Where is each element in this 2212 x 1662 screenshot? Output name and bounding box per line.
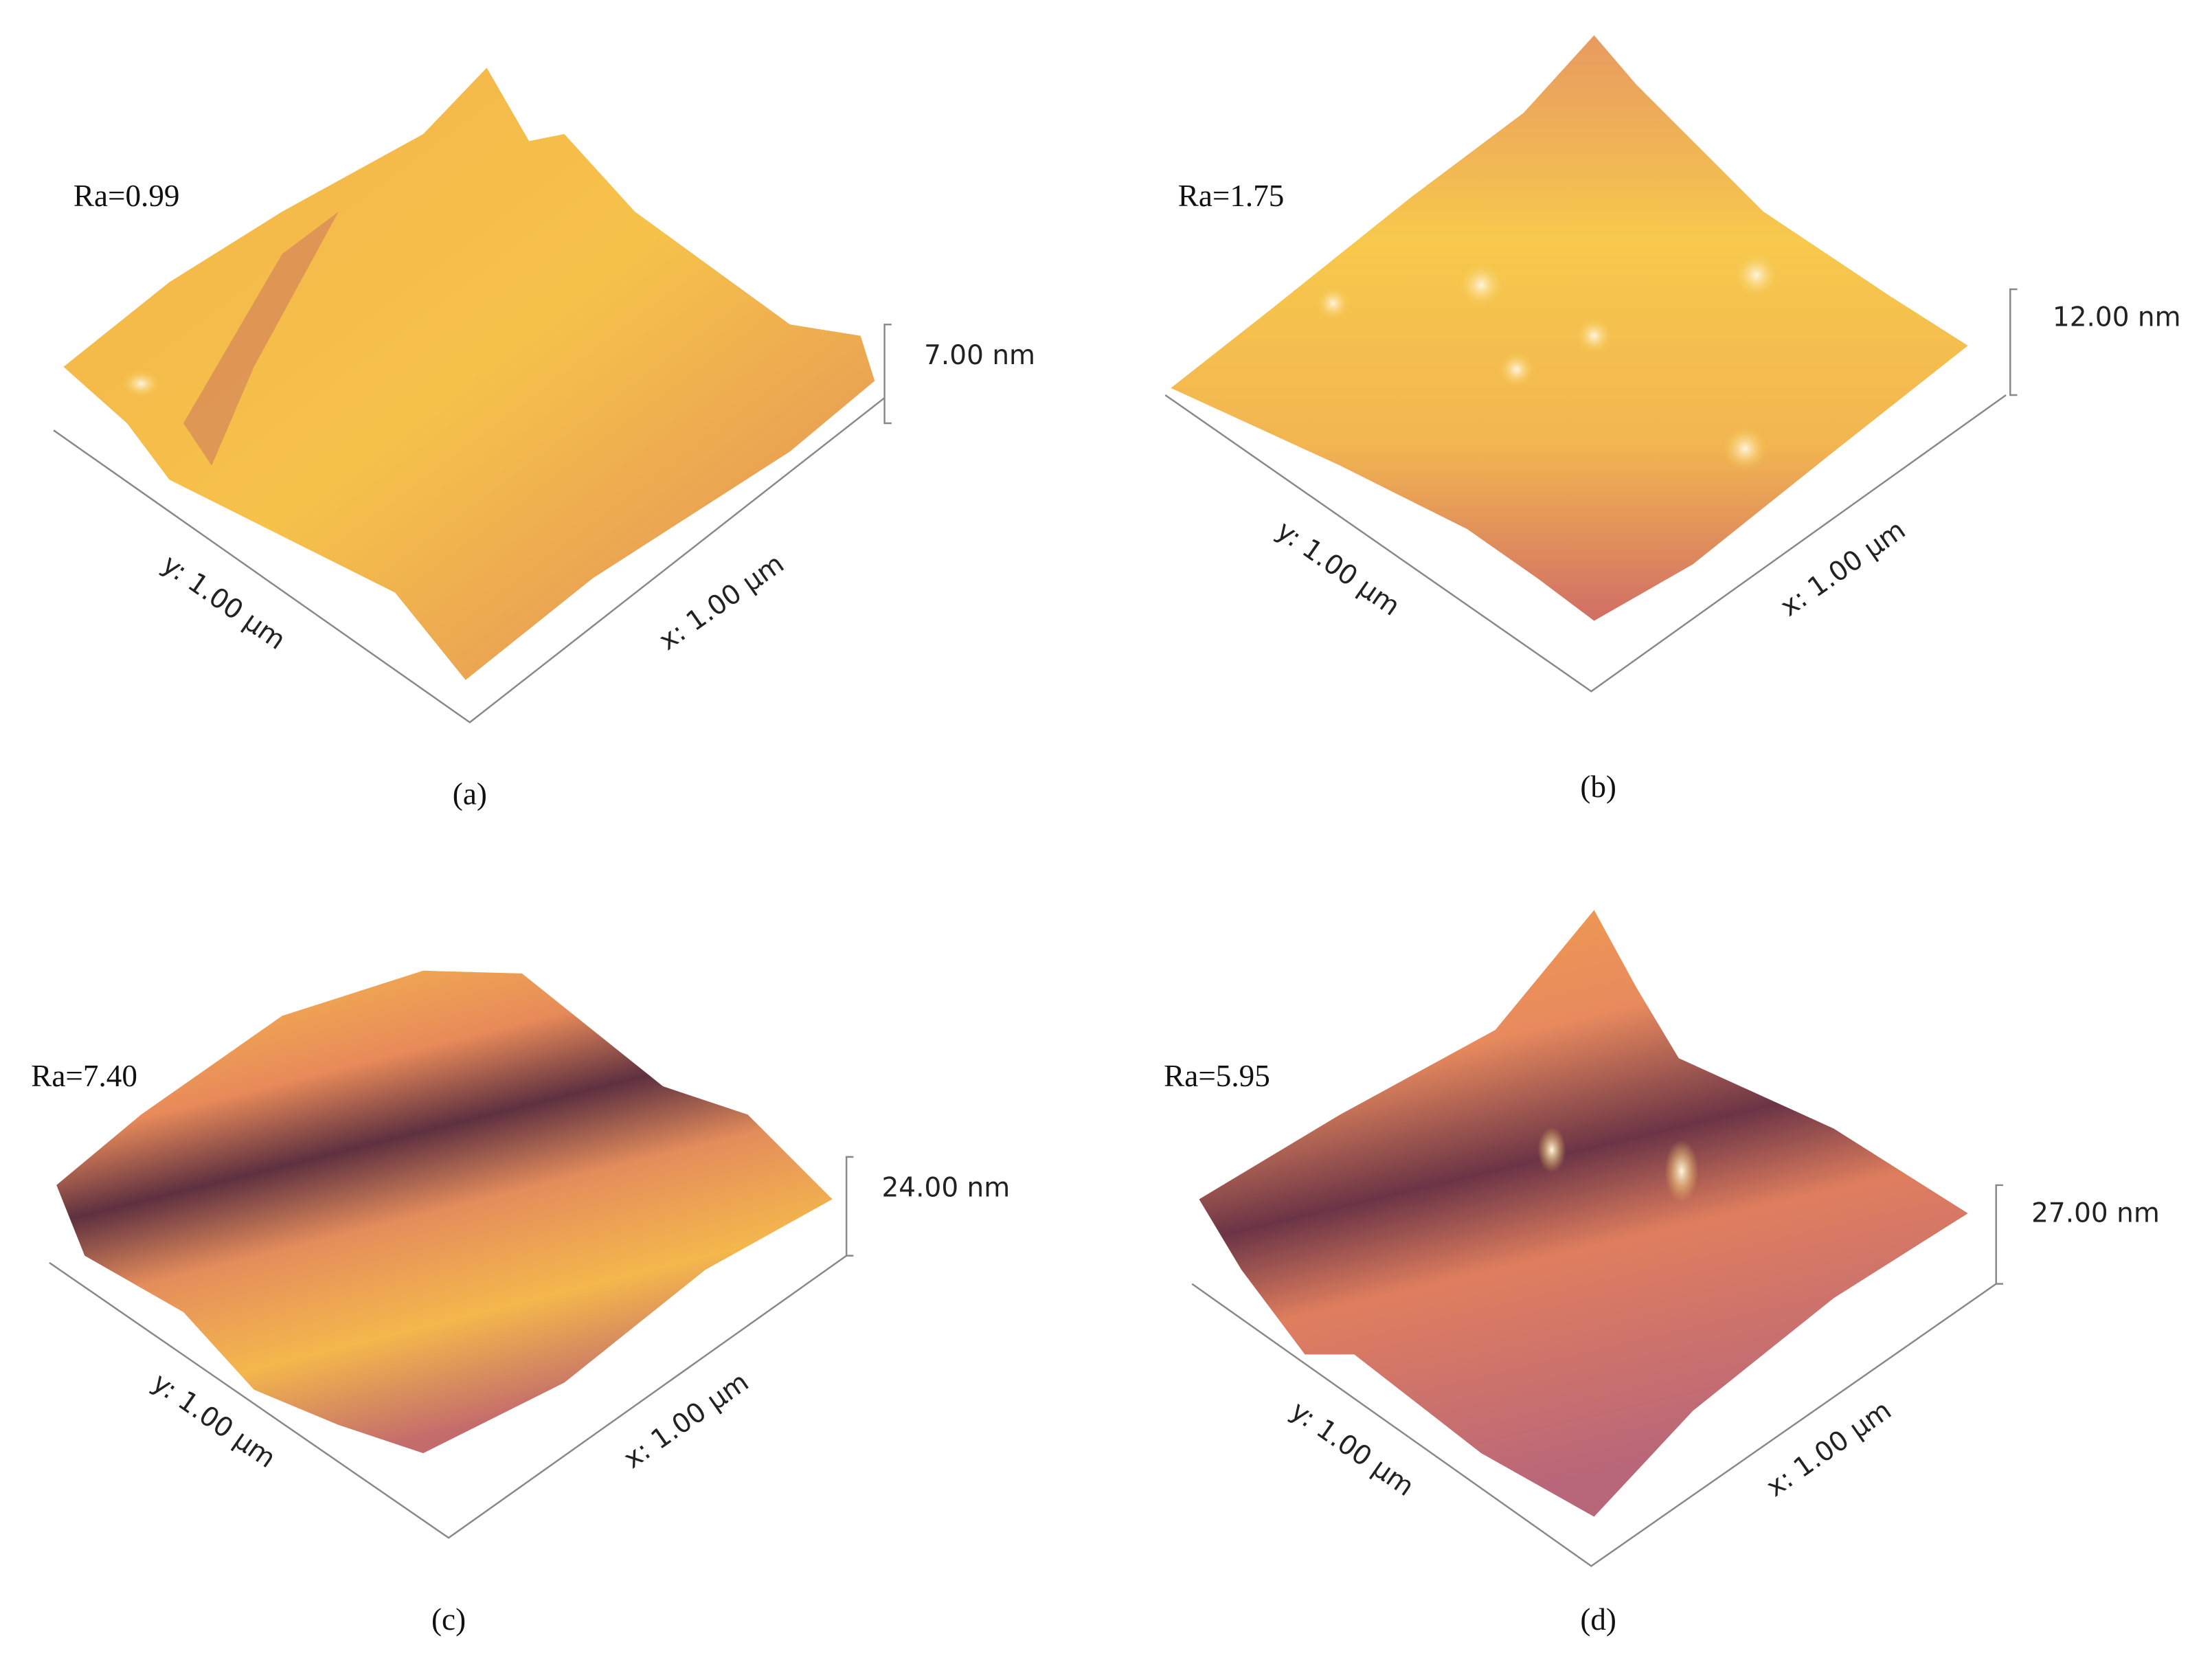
bump <box>1575 317 1613 355</box>
z-axis <box>845 1156 854 1257</box>
z-label: 12.00 nm <box>2053 302 2181 333</box>
panel-b: Ra=1.75 12.00 nm y: 1.00 µm x: 1.00 µm (… <box>1164 35 2181 804</box>
surface-shade <box>183 212 339 466</box>
x-label: x: 1.00 µm <box>1761 1395 1897 1503</box>
axis <box>53 397 885 723</box>
z-axis <box>2009 288 2018 396</box>
bump <box>1498 351 1535 388</box>
surface <box>63 67 875 680</box>
bump <box>1537 1127 1566 1173</box>
bump <box>1733 252 1779 298</box>
surface <box>56 970 833 1454</box>
caption: (c) <box>431 1602 466 1637</box>
surface <box>1171 35 1968 621</box>
caption: (a) <box>453 776 487 811</box>
panel-c: Ra=7.40 24.00 nm y: 1.00 µm x: 1.00 µm (… <box>31 970 1010 1637</box>
x-label: x: 1.00 µm <box>653 548 789 657</box>
ra-label: Ra=7.40 <box>31 1059 137 1093</box>
y-label: y: 1.00 µm <box>157 549 291 656</box>
z-label: 7.00 nm <box>924 340 1035 371</box>
z-label: 24.00 nm <box>881 1172 1010 1203</box>
y-label: y: 1.00 µm <box>1285 1395 1419 1503</box>
ra-label: Ra=5.95 <box>1164 1059 1270 1093</box>
x-label: x: 1.00 µm <box>1775 515 1911 623</box>
axis <box>1164 394 2007 693</box>
axis <box>1191 1283 1997 1567</box>
bump <box>121 370 161 398</box>
y-label: y: 1.00 µm <box>1271 515 1406 622</box>
bump <box>1722 426 1768 471</box>
surface <box>1199 910 1968 1517</box>
bump <box>1664 1140 1699 1202</box>
caption: (d) <box>1580 1602 1616 1637</box>
z-axis <box>1995 1184 2004 1285</box>
bump <box>1458 262 1504 308</box>
panel-a: Ra=0.99 7.00 nm y: 1.00 µm x: 1.00 µm (a… <box>53 67 1035 811</box>
z-axis <box>883 324 892 425</box>
z-label: 27.00 nm <box>2031 1198 2160 1228</box>
ra-label: Ra=1.75 <box>1178 179 1285 213</box>
ra-label: Ra=0.99 <box>74 179 180 213</box>
panel-d: Ra=5.95 27.00 nm y: 1.00 µm x: 1.00 µm (… <box>1164 910 2160 1637</box>
axis <box>49 1255 847 1539</box>
x-label: x: 1.00 µm <box>618 1367 754 1475</box>
bump <box>1316 286 1351 321</box>
caption: (b) <box>1580 770 1616 804</box>
